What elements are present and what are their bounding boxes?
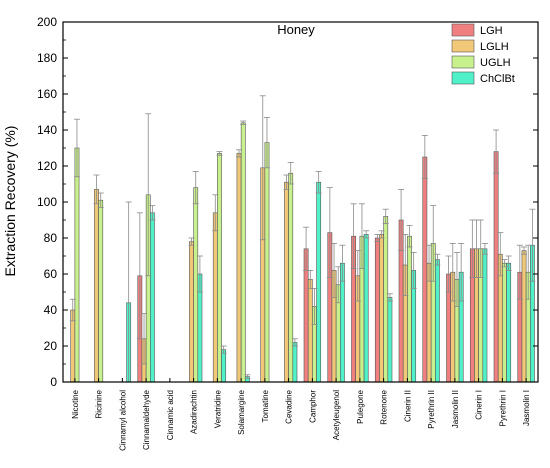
bar bbox=[383, 216, 389, 383]
bar bbox=[284, 181, 289, 383]
x-tick-label: Acetyleugenol bbox=[332, 390, 341, 440]
y-tick-label: 60 bbox=[44, 267, 58, 281]
bar bbox=[387, 297, 393, 383]
x-tick-label: Azadirachtin bbox=[190, 390, 199, 434]
y-tick-label: 0 bbox=[50, 375, 57, 389]
x-tick-label: Jasmolin II bbox=[451, 390, 460, 428]
bar bbox=[435, 259, 440, 383]
x-tick-label: Cinnamic acid bbox=[166, 390, 175, 440]
bar bbox=[74, 147, 80, 383]
error-bars-layer bbox=[69, 95, 536, 383]
y-tick-label: 140 bbox=[37, 123, 57, 137]
x-tick-label: Tomatine bbox=[261, 389, 270, 422]
bar bbox=[236, 153, 242, 383]
legend-swatch bbox=[451, 39, 475, 53]
bar bbox=[482, 248, 488, 383]
y-axis-label: Extraction Recovery (%) bbox=[2, 126, 18, 277]
bar bbox=[493, 151, 499, 383]
bar bbox=[189, 241, 194, 383]
bar bbox=[212, 212, 218, 383]
x-tick-label: Jasmolin I bbox=[522, 390, 531, 426]
x-axis: Nicotine Ricinine Cinnamyl alcohol Cinnamal… bbox=[71, 378, 531, 451]
y-tick-label: 200 bbox=[37, 15, 57, 29]
legend-swatch bbox=[451, 23, 475, 37]
x-tick-label: Cevadine bbox=[285, 389, 294, 423]
legend-swatch bbox=[451, 55, 475, 69]
legend-label: LGLH bbox=[480, 41, 509, 53]
y-tick-label: 160 bbox=[37, 87, 57, 101]
bar bbox=[506, 262, 512, 383]
y-tick-label: 20 bbox=[44, 339, 58, 353]
bar bbox=[422, 156, 428, 383]
x-tick-label: Ricinine bbox=[95, 389, 104, 418]
chart-title: Honey bbox=[277, 22, 315, 37]
bar bbox=[379, 234, 384, 383]
y-axis: 0 20 40 60 80 100 120 140 160 180 200 bbox=[37, 15, 538, 389]
bar bbox=[221, 349, 227, 383]
bars-layer bbox=[70, 122, 535, 383]
y-tick-label: 120 bbox=[37, 159, 57, 173]
bar bbox=[288, 172, 294, 383]
bar bbox=[316, 181, 322, 383]
x-tick-label: Veratridine bbox=[213, 389, 222, 428]
y-tick-label: 100 bbox=[37, 195, 57, 209]
x-tick-label: Pyrethrin I bbox=[498, 390, 507, 426]
x-tick-label: Cinerin I bbox=[475, 390, 484, 420]
bar bbox=[150, 212, 155, 383]
bar bbox=[307, 279, 313, 383]
x-tick-label: Cinerin II bbox=[403, 390, 412, 422]
bar bbox=[292, 342, 298, 383]
legend-label: LGH bbox=[480, 25, 503, 37]
bar bbox=[193, 187, 199, 383]
bar bbox=[502, 262, 507, 383]
x-tick-label: Solamargine bbox=[237, 389, 246, 434]
x-tick-label: Camphor bbox=[308, 390, 317, 423]
legend-swatch bbox=[451, 71, 475, 85]
legend: LGH LGLH UGLH ChClBt bbox=[451, 23, 515, 85]
bar bbox=[264, 142, 270, 383]
bar bbox=[407, 235, 412, 383]
x-tick-label: Pulegone bbox=[356, 389, 365, 423]
bar bbox=[240, 122, 246, 383]
bar bbox=[521, 250, 527, 383]
bar bbox=[98, 199, 104, 383]
x-tick-label: Rotenone bbox=[380, 389, 389, 424]
x-tick-label: Nicotine bbox=[71, 389, 80, 418]
x-tick-label: Cinnamaldehyde bbox=[142, 389, 151, 450]
y-tick-label: 180 bbox=[37, 51, 57, 65]
y-tick-label: 80 bbox=[44, 231, 58, 245]
bar bbox=[363, 234, 369, 383]
y-tick-label: 40 bbox=[44, 303, 58, 317]
bar bbox=[374, 237, 380, 383]
bar bbox=[217, 153, 222, 383]
legend-label: UGLH bbox=[480, 57, 511, 69]
legend-label: ChClBt bbox=[480, 73, 515, 85]
bar bbox=[94, 189, 99, 383]
x-tick-label: Cinnamyl alcohol bbox=[118, 390, 127, 451]
x-tick-label: Pyrethrin II bbox=[427, 390, 436, 429]
